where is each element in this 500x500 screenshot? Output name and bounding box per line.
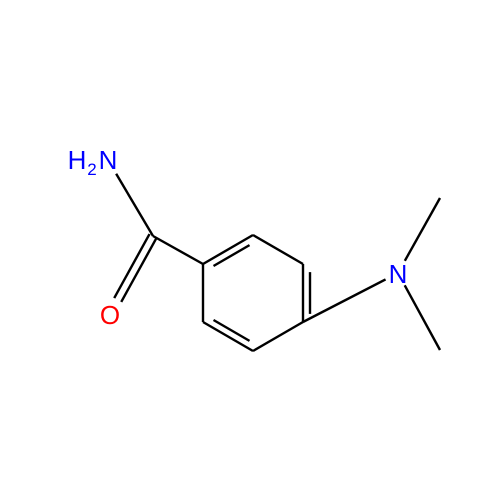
bond — [253, 235, 303, 264]
bond — [303, 279, 386, 322]
bond — [203, 322, 253, 351]
amide-h-subscript: 2 — [87, 160, 96, 179]
oxygen-label: O — [100, 300, 120, 330]
bond — [253, 322, 303, 351]
bond — [116, 174, 153, 236]
nitrogen-dimethyl-label: N — [389, 259, 408, 289]
nitrogen-amide-label: N — [99, 145, 118, 175]
molecule-diagram: ONN2H — [0, 0, 500, 500]
bond — [405, 285, 440, 350]
amide-h-label: H — [68, 145, 87, 175]
bond — [114, 234, 149, 298]
bond — [405, 198, 440, 261]
bond — [203, 235, 253, 264]
bond — [153, 236, 203, 264]
bond — [121, 238, 156, 302]
